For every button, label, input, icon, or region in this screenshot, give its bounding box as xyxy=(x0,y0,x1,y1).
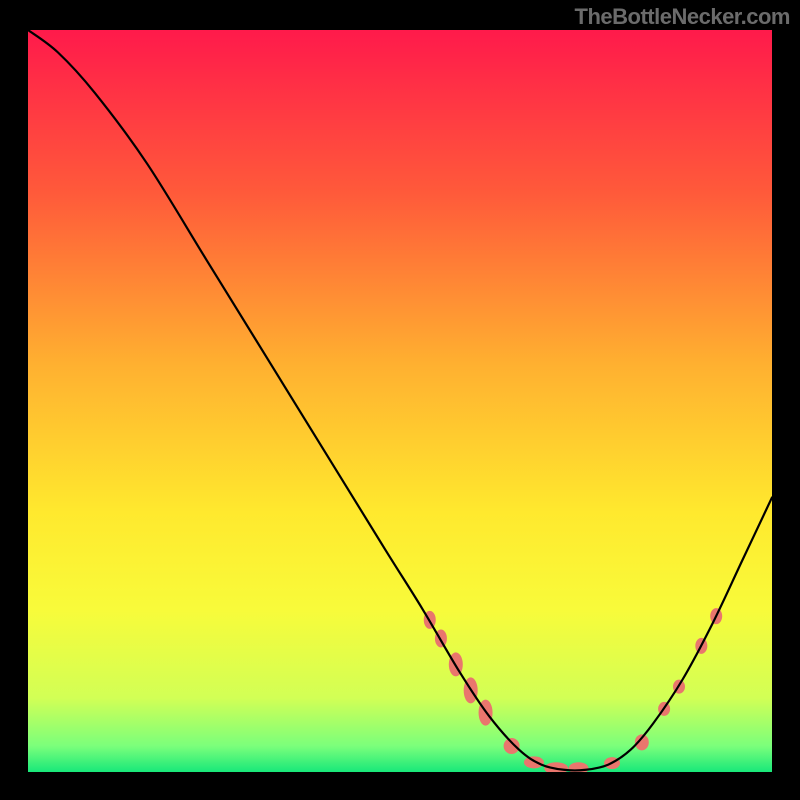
plot-svg xyxy=(28,30,772,772)
curve-marker xyxy=(524,756,544,768)
curve-marker xyxy=(504,738,520,754)
watermark-text: TheBottleNecker.com xyxy=(575,4,790,30)
gradient-background xyxy=(28,30,772,772)
plot-area xyxy=(28,30,772,772)
chart-frame: TheBottleNecker.com xyxy=(0,0,800,800)
